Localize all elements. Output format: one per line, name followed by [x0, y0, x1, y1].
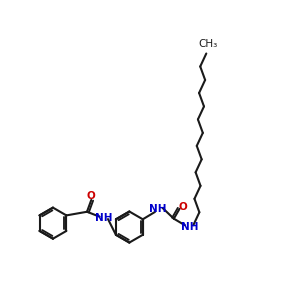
Text: CH₃: CH₃ [198, 39, 218, 49]
Text: O: O [179, 202, 188, 212]
Text: NH: NH [95, 213, 112, 223]
Text: NH: NH [149, 204, 167, 214]
Text: O: O [87, 191, 96, 201]
Text: NH: NH [181, 222, 198, 232]
